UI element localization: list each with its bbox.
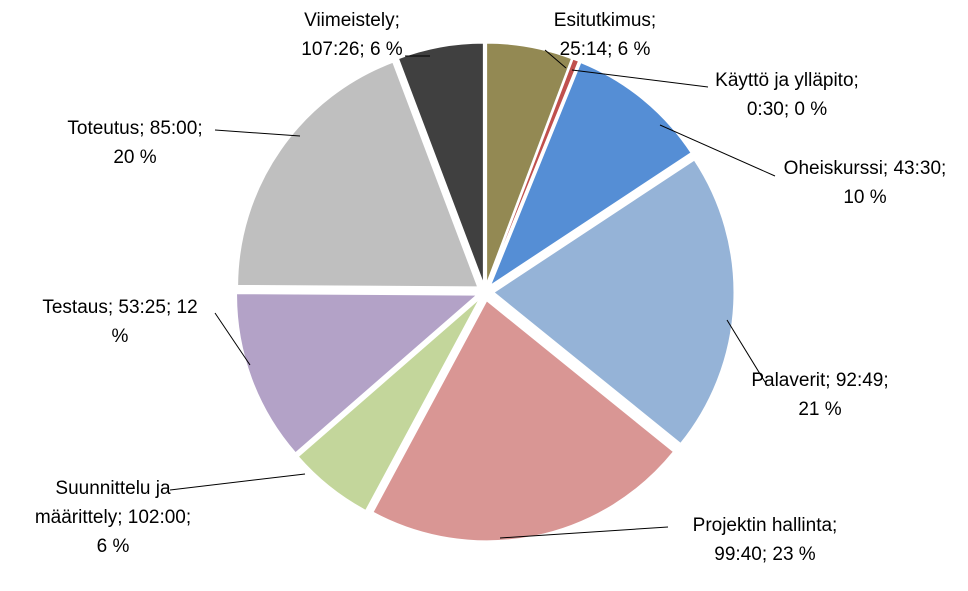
pie-slice-testaus (236, 293, 478, 454)
pie-slice-palaverit (493, 159, 735, 445)
data-label-oheiskurssi: Oheiskurssi; 43:30; 10 % (783, 158, 947, 208)
data-label-kaytto: Käyttö ja ylläpito; 0:30; 0 % (715, 70, 859, 120)
leader-line-kaytto (571, 69, 709, 88)
leader-line-palaverit (726, 319, 766, 383)
data-label-palaverit: Palaverit; 92:49; 21 % (751, 370, 889, 420)
data-label-projektin-hallinta: Projektin hallinta; 99:40; 23 % (692, 515, 838, 565)
data-label-suunnittelu: Suunnittelu ja määrittely; 102:00; 6 % (34, 478, 192, 557)
data-label-esitutkimus: Esitutkimus; 25:14; 6 % (553, 10, 657, 60)
pie-slice-oheiskurssi (489, 61, 692, 287)
leader-line-testaus (214, 312, 251, 366)
pie-slice-viimeistely (397, 42, 484, 284)
leader-line-esitutkimus (544, 49, 567, 69)
data-label-viimeistely: Viimeistely; 107:26; 6 % (301, 10, 403, 60)
leader-line-suunnittelu (169, 473, 306, 491)
pie-slice-käyttö-ja-ylläpito (487, 58, 580, 284)
leader-line-oheiskurssi (659, 124, 776, 177)
data-label-testaus: Testaus; 53:25; 12% (42, 297, 198, 347)
pie-slice-esitutkimus (486, 42, 573, 284)
leader-line-projektin-hallinta (499, 526, 669, 539)
pie-slice-toteutus (237, 61, 479, 288)
data-label-toteutus: Toteutus; 85:00; 20 % (67, 118, 203, 168)
pie-slice-suunnittelu-ja-määrittely (297, 298, 480, 512)
leader-lines (169, 49, 776, 539)
leader-line-toteutus (214, 129, 301, 137)
